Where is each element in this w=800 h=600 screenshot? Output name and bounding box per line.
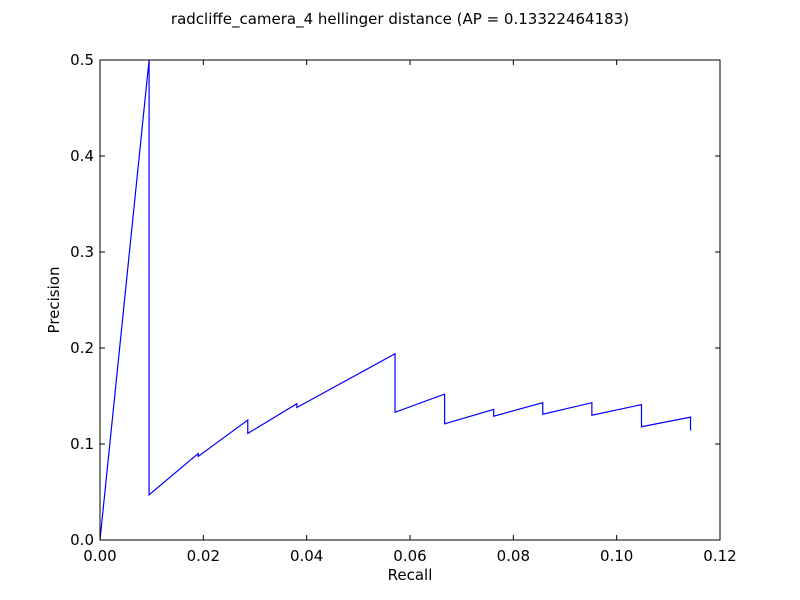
x-tick-label: 0.10 <box>600 547 633 565</box>
x-axis-label: Recall <box>388 566 433 584</box>
plot-area <box>99 59 692 541</box>
x-tick-label: 0.04 <box>290 547 323 565</box>
x-tick-label: 0.08 <box>497 547 530 565</box>
axis-ticks: 0.00 0.02 0.04 0.06 0.08 0.10 0.12 0.0 0.1 0.2 0.3… <box>70 51 737 565</box>
plot-frame <box>99 59 721 541</box>
y-tick-label: 0.0 <box>70 531 94 549</box>
y-tick-label: 0.1 <box>70 435 94 453</box>
x-tick-label: 0.12 <box>703 547 736 565</box>
y-tick-label: 0.4 <box>70 147 94 165</box>
series-line-0 <box>99 59 692 541</box>
x-tick-label: 0.06 <box>393 547 426 565</box>
x-tick-label: 0.02 <box>187 547 220 565</box>
chart-title: radcliffe_camera_4 hellinger distance (A… <box>171 10 629 29</box>
y-axis-label: Precision <box>45 267 63 334</box>
y-tick-label: 0.3 <box>70 243 94 261</box>
y-tick-label: 0.2 <box>70 339 94 357</box>
y-tick-label: 0.5 <box>70 51 94 69</box>
x-tick-label: 0.00 <box>83 547 116 565</box>
